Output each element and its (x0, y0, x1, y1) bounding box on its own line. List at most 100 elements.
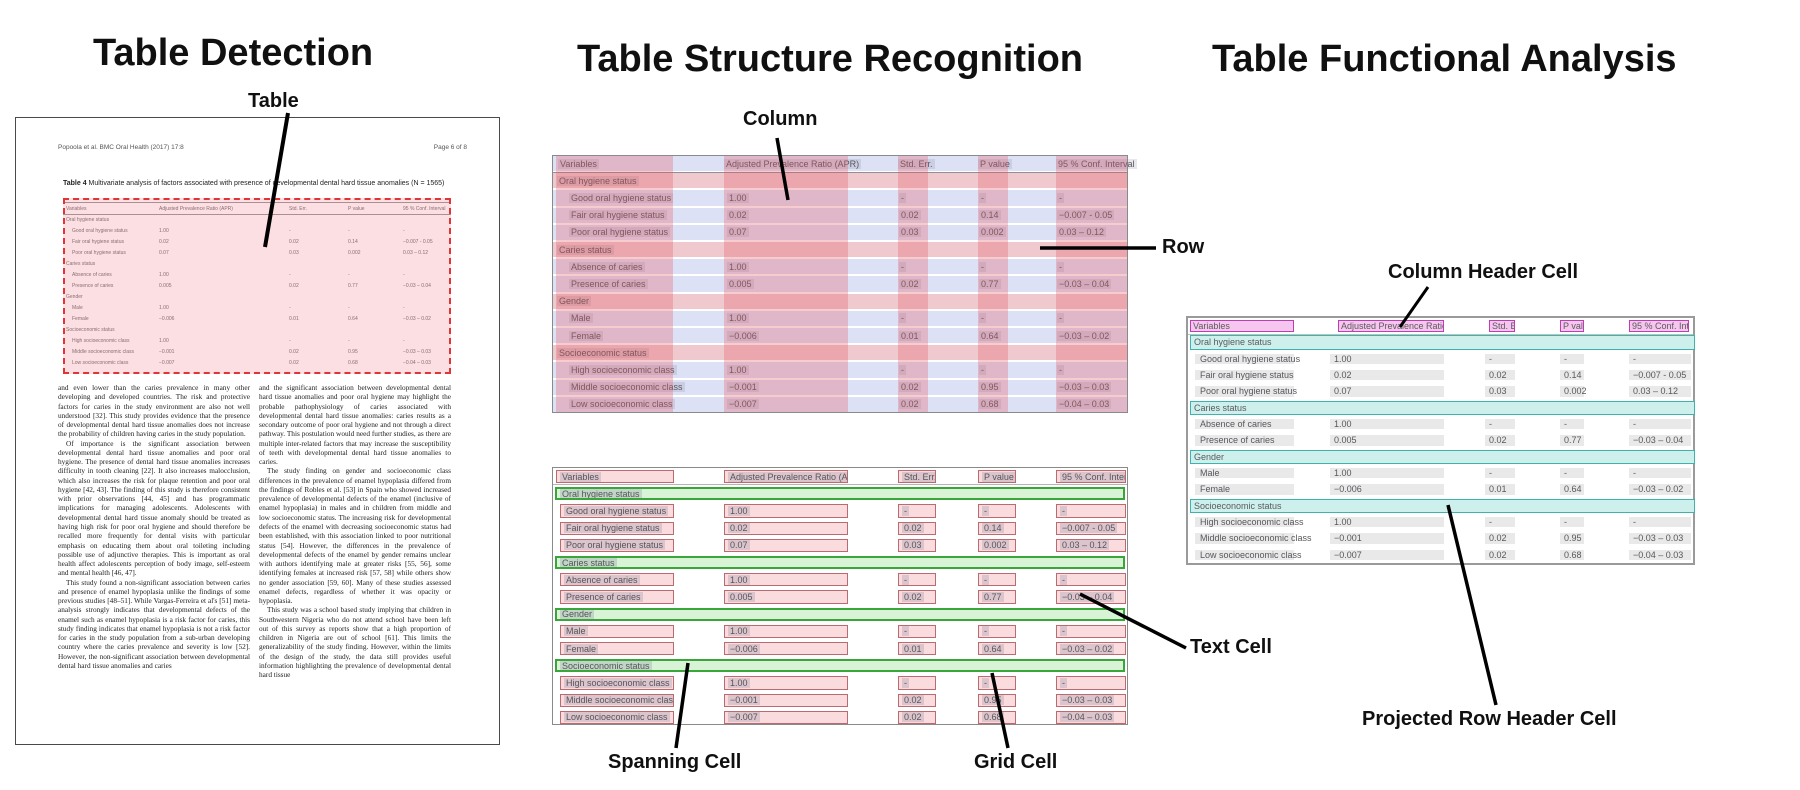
label-cell: Absence of caries (569, 261, 645, 272)
grid-cell: 0.002 (978, 538, 1016, 552)
row-overlay: Absence of caries 1.00 - - - (553, 259, 1127, 275)
header-cell: Variables (558, 158, 599, 169)
grid-cell: - (1056, 624, 1126, 638)
header-rule (553, 172, 1127, 173)
value-cell: - (979, 313, 986, 324)
row-overlay-section: Caries status (553, 242, 1127, 258)
text-highlight-bar (1629, 533, 1691, 544)
header-cell-text: 95 % Conf. Interval (1632, 321, 1689, 332)
value-cell: - (289, 304, 291, 311)
value-cell: −0.03 – 0.03 (403, 348, 431, 355)
value-cell: 0.02 (289, 238, 299, 245)
value-cell: 0.95 (1564, 533, 1582, 544)
text-cell: 95 % Conf. Interval (1060, 471, 1125, 482)
text-highlight-bar (1485, 419, 1515, 430)
label-cell: Low socioeconomic class (1200, 549, 1302, 560)
label-cell: Good oral hygiene status (569, 192, 674, 203)
row-overlay: Presence of caries 0.005 0.02 0.77 −0.03 – 0… (553, 276, 1127, 292)
header-cell-text: Adjusted Prevalence Ratio (APR) (1341, 321, 1443, 332)
text-highlight-bar (1195, 533, 1294, 544)
value-cell: 0.77 (979, 278, 1001, 289)
row-overlay: Female −0.006 0.01 0.64 −0.03 – 0.02 (553, 328, 1127, 344)
grid-cell: - (978, 573, 1016, 587)
text-cell: −0.03 – 0.03 (1060, 695, 1115, 706)
header-cell: Std. Err. (898, 158, 935, 169)
label-cell: Female (1200, 484, 1231, 495)
text-cell: −0.03 – 0.04 (1060, 591, 1115, 602)
header-cell: Variables (66, 205, 87, 212)
grid-cell: 0.02 (898, 693, 936, 707)
label-cell: Low socioeconomic class (569, 399, 675, 410)
row-overlay-section: Oral hygiene status (553, 173, 1127, 189)
grid-cell: Low socioeconomic class (560, 710, 674, 724)
table-row: Variables Adjusted Prevalence Ratio (APR)… (553, 468, 1127, 485)
value-cell: 0.03 – 0.12 (403, 249, 429, 256)
value-cell: - (979, 192, 986, 203)
grid-cell: −0.03 – 0.03 (1056, 693, 1126, 707)
table-row: Absence of caries 1.00 - - - (553, 571, 1127, 588)
label-cell: Male (569, 313, 593, 324)
label-cell: Middle socioeconomic class (569, 382, 685, 393)
text-highlight-bar (1560, 419, 1584, 430)
table-row: Poor oral hygiene status 0.07 0.03 0.002 0.0… (1188, 383, 1693, 399)
paragraph: This study was a school based study impl… (259, 605, 451, 680)
value-cell: −0.03 – 0.02 (1057, 330, 1112, 341)
value-cell: 0.14 (348, 238, 358, 245)
value-cell: 1.00 (159, 227, 169, 234)
value-cell: −0.007 - 0.05 (1057, 210, 1115, 221)
text-cell: Caries status (560, 557, 617, 568)
value-cell: −0.03 – 0.04 (1633, 435, 1684, 446)
value-cell: - (1633, 517, 1636, 528)
value-cell: - (1564, 517, 1567, 528)
spanning-cell: Socioeconomic status (555, 659, 1125, 673)
text-highlight-bar (1195, 353, 1294, 364)
paragraph: and even lower than the caries prevalenc… (58, 383, 250, 439)
text-cell: Variables (560, 471, 601, 482)
panel-title-structure: Table Structure Recognition (577, 38, 1084, 80)
section-cell-text: Oral hygiene status (1194, 337, 1272, 348)
text-cell: 0.07 (728, 540, 750, 551)
value-cell: - (1633, 419, 1636, 430)
value-cell: −0.04 – 0.03 (403, 359, 431, 366)
value-cell: 1.00 (1334, 419, 1352, 430)
paragraph: Of importance is the significant associa… (58, 438, 250, 578)
grid-cell: - (898, 624, 936, 638)
grid-cell: Fair oral hygiene status (560, 521, 674, 535)
grid-cell: High socioeconomic class (560, 676, 674, 690)
text-cell: Std. Err. (902, 471, 935, 482)
table-caption-label: Table 4 (63, 180, 87, 187)
text-cell: 0.95 (982, 695, 1004, 706)
table-row: Middle socioeconomic class −0.001 0.02 0.95… (1188, 530, 1693, 546)
value-cell: - (289, 337, 291, 344)
spanning-cell: Oral hygiene status (555, 487, 1125, 501)
text-highlight-bar (1629, 549, 1691, 560)
text-highlight-bar (1560, 370, 1584, 381)
header-cell: 95 % Conf. Interval (403, 205, 446, 212)
grid-cell: - (978, 624, 1016, 638)
header-rule (553, 484, 1127, 485)
grid-cell: Good oral hygiene status (560, 504, 674, 518)
text-highlight-bar (1485, 353, 1515, 364)
structure-cells-table: Variables Adjusted Prevalence Ratio (APR)… (552, 467, 1128, 725)
text-highlight-bar (1330, 517, 1444, 528)
text-cell: Good oral hygiene status (564, 505, 669, 516)
text-highlight-bar (1560, 484, 1584, 495)
grid-cell: - (978, 676, 1016, 690)
text-cell: - (1060, 574, 1067, 585)
section-cell-text: Socioeconomic status (1194, 500, 1282, 511)
grid-cell: 0.03 (898, 538, 936, 552)
value-cell: - (348, 304, 350, 311)
projected-row-header-cell: Oral hygiene status (1190, 335, 1695, 350)
text-highlight-bar (1330, 549, 1444, 560)
text-cell: −0.001 (728, 695, 760, 706)
text-highlight-bar (1195, 419, 1294, 430)
grid-cell: 0.02 (898, 590, 936, 604)
value-cell: 0.02 (899, 210, 921, 221)
value-cell: −0.006 (159, 315, 175, 322)
document-table: Variables Adjusted Prevalence Ratio (APR)… (63, 202, 451, 371)
text-cell: Low socioeconomic class (564, 712, 670, 723)
value-cell: 0.005 (159, 282, 172, 289)
value-cell: −0.007 (159, 359, 175, 366)
grid-cell: 0.64 (978, 642, 1016, 656)
label-cell: Middle socioeconomic class (72, 348, 134, 355)
